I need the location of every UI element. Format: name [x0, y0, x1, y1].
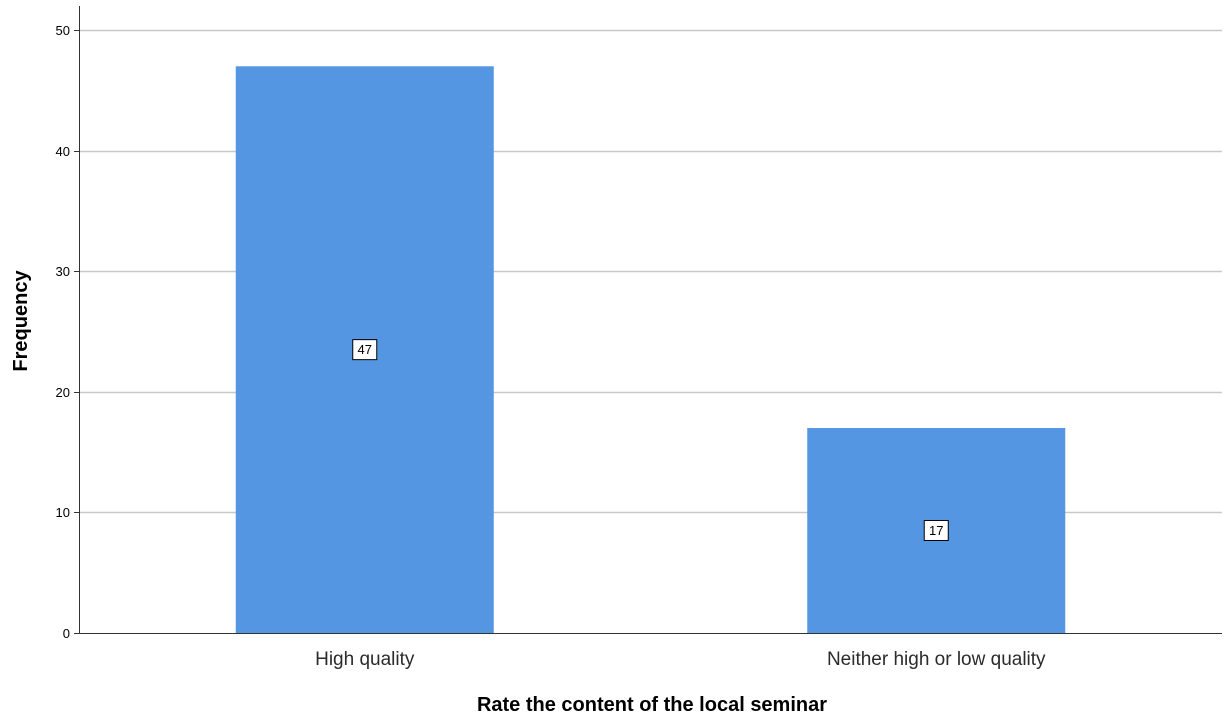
y-tick-labels: 0 10 20 30 40 50 — [56, 23, 70, 641]
y-tick-label: 40 — [56, 144, 70, 159]
data-label: 17 — [929, 523, 943, 538]
category-label: High quality — [315, 649, 415, 670]
y-tick-label: 50 — [56, 23, 70, 38]
data-label-box — [352, 339, 378, 361]
axes — [74, 6, 1222, 634]
category-label: Neither high or low quality — [827, 649, 1046, 670]
data-labels: 47 17 — [352, 339, 949, 542]
y-axis-title: Frequency — [10, 270, 32, 372]
x-axis-title: Rate the content of the local seminar — [477, 694, 827, 716]
category-labels: High quality Neither high or low quality — [315, 649, 1046, 670]
data-label: 47 — [358, 342, 372, 357]
y-tick-label: 10 — [56, 505, 70, 520]
y-tick-label: 30 — [56, 264, 70, 279]
y-tick-label: 20 — [56, 385, 70, 400]
data-label-box — [923, 520, 949, 542]
y-tick-label: 0 — [63, 626, 70, 641]
